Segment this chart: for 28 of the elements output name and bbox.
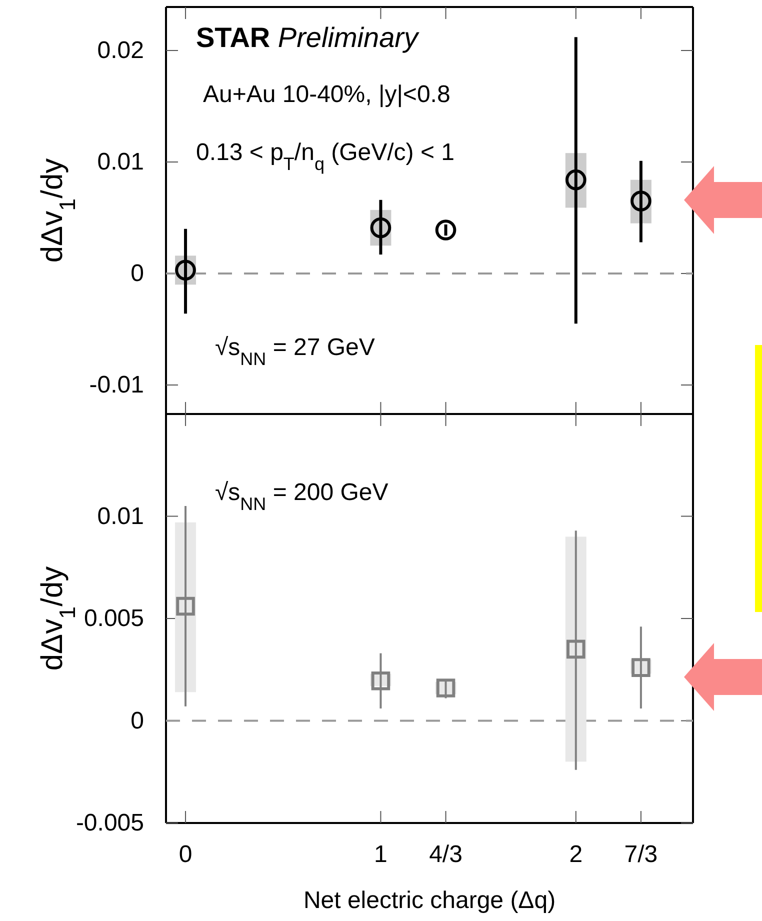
y-tick-label: 0.01 [97,148,144,176]
annotation: √s$_{NN}$ = 27 GeV [215,334,375,369]
y-tick-label: -0.01 [89,372,144,399]
point [565,169,586,190]
y-tick-label: 0.005 [84,605,144,632]
y-tick-label: 0 [130,707,144,734]
point [176,596,195,616]
x-tick-label: 4/3 [429,841,462,868]
point [175,260,196,281]
annotation: 0.13 < p$_{T}$/n$_{q}$ (GeV/c) < 1 [196,139,454,174]
point [435,220,456,240]
annotation: STAR Preliminary [196,22,420,53]
y-tick-label: 0 [130,260,144,288]
point [370,217,392,238]
x-tick-label: 1 [374,841,388,868]
y-tick-label: -0.005 [76,810,144,837]
x-tick-label: 0 [178,841,192,868]
point [371,671,390,690]
point [566,640,586,659]
x-axis-title: Net electric charge (Δq) [303,887,556,914]
point [632,658,650,677]
annotation: Au+Au 10-40%, |y|<0.8 [203,81,450,108]
y-tick-label: 0.02 [97,37,144,64]
x-tick-label: 7/3 [624,841,658,868]
x-tick-label: 2 [569,841,583,868]
point [436,678,456,698]
annotation: √s$_{NN}$ = 200 GeV [215,479,388,514]
y-tick-label: 0.01 [97,502,144,530]
